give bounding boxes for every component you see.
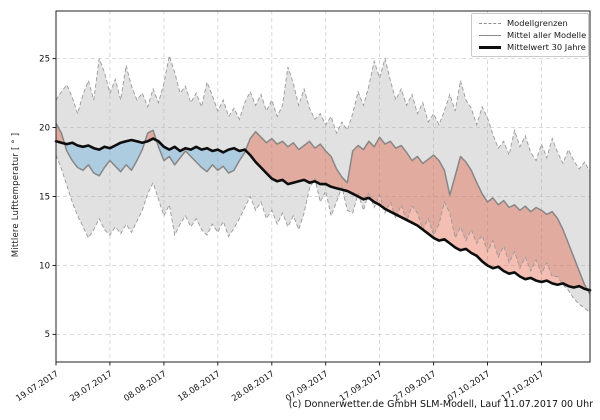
y-tick-label: 15 [39, 192, 50, 202]
copyright-caption: (c) Donnerwetter.de GmbH SLM-Modell, Lau… [288, 399, 593, 410]
y-axis-label: Mittlere Lufttemperatur [ ° ] [11, 132, 21, 258]
x-tick-label: 18.08.2017 [176, 369, 222, 404]
cold-anomaly-fill [156, 140, 246, 174]
y-tick-label: 20 [39, 123, 50, 133]
lower-model-bound-line [55, 154, 591, 313]
legend-label: Mittel aller Modelle [507, 30, 587, 40]
x-tick-label: 29.07.2017 [68, 369, 114, 404]
y-tick-label: 25 [39, 54, 50, 64]
y-tick-label: 5 [45, 330, 50, 340]
legend-item-modellgrenzen: Modellgrenzen [479, 18, 582, 28]
y-tick-label: 10 [39, 261, 50, 271]
solid-line-sample-icon [479, 34, 501, 36]
legend-item-mittelwert-30-jahre: Mittelwert 30 Jahre [479, 42, 586, 52]
x-tick-label: 19.07.2017 [14, 369, 60, 404]
cold-anomaly-fill [64, 140, 145, 176]
legend-label: Modellgrenzen [507, 18, 568, 28]
plot-frame [55, 10, 591, 363]
x-tick-label: 28.08.2017 [230, 369, 276, 404]
legend-label: Mittelwert 30 Jahre [507, 42, 586, 52]
climate-mean-line [54, 137, 592, 292]
thick-line-sample-icon [479, 45, 501, 49]
legend-item-mittel-aller-modelle: Mittel aller Modelle [479, 30, 586, 40]
legend: Modellgrenzen Mittel aller Modelle Mitte… [471, 13, 589, 57]
upper-model-bound-line [55, 54, 591, 172]
x-tick-label: 08.08.2017 [122, 369, 168, 404]
dashed-line-sample-icon [479, 22, 501, 24]
